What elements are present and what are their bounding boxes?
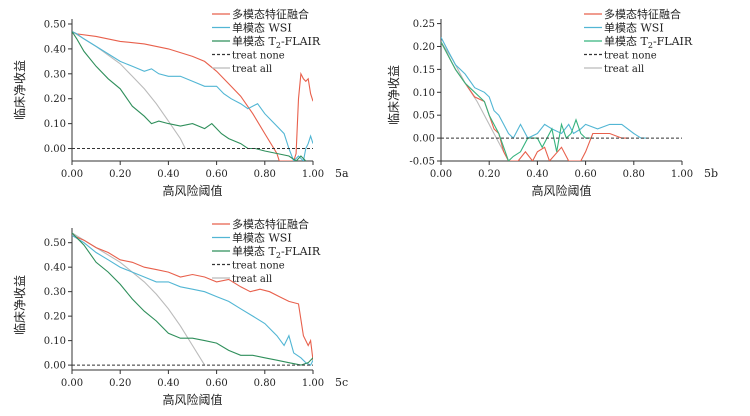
legend-label: treat all bbox=[232, 274, 272, 285]
x-tick-label: 0.60 bbox=[205, 169, 227, 180]
y-tick-label: 0.00 bbox=[44, 361, 66, 372]
y-tick-label: 0.30 bbox=[44, 69, 66, 80]
legend-label: treat none bbox=[232, 51, 285, 62]
series-line-0 bbox=[72, 234, 313, 361]
legend-label: treat none bbox=[604, 51, 657, 62]
x-axis-title: 高风险阈值 bbox=[162, 183, 222, 198]
x-tick-label: 0.20 bbox=[478, 169, 500, 180]
legend-label: 单模态 WSI bbox=[604, 22, 664, 35]
chart-panel-5a: 0.00 0.20 0.40 0.60 0.80 1.00 0.00 0.10 0.20 0.30… bbox=[13, 7, 349, 198]
legend-label: 单模态 T2-FLAIR bbox=[232, 35, 321, 50]
x-tick-label: 0.40 bbox=[157, 378, 179, 389]
x-tick-label: 0.40 bbox=[157, 169, 179, 180]
legend-label: treat none bbox=[232, 261, 285, 272]
legend-label: 多模态特征融合 bbox=[232, 7, 309, 21]
y-tick-label: 0.20 bbox=[44, 94, 66, 105]
x-tick-label: 0.00 bbox=[61, 378, 83, 389]
series-line-2 bbox=[72, 31, 307, 161]
x-tick-label: 0.40 bbox=[526, 169, 548, 180]
legend-label: 多模态特征融合 bbox=[232, 217, 309, 231]
series-line-0 bbox=[441, 41, 629, 161]
x-tick-label: 1.00 bbox=[302, 169, 324, 180]
y-tick-label: 0.50 bbox=[44, 238, 66, 249]
y-tick-label: 0.20 bbox=[413, 42, 435, 53]
y-tick-label: 0.10 bbox=[44, 336, 66, 347]
legend-label: treat all bbox=[604, 64, 644, 75]
panel-label: 5a bbox=[335, 167, 349, 180]
series-line-2 bbox=[441, 41, 591, 161]
y-tick-label: -0.05 bbox=[409, 157, 435, 168]
y-tick-label: 0.05 bbox=[413, 111, 435, 122]
y-axis-title: 临床净收益 bbox=[387, 65, 401, 125]
y-axis-title: 临床净收益 bbox=[13, 60, 27, 120]
series-line-4 bbox=[72, 232, 206, 366]
legend-label: 单模态 WSI bbox=[232, 232, 292, 245]
panel-label: 5c bbox=[335, 376, 348, 389]
x-tick-label: 0.00 bbox=[61, 169, 83, 180]
x-tick-label: 0.60 bbox=[205, 378, 227, 389]
series-line-4 bbox=[72, 31, 186, 149]
legend-label: 单模态 T2-FLAIR bbox=[604, 35, 693, 50]
chart-panel-5c: 0.00 0.20 0.40 0.60 0.80 1.00 0.00 0.10 0.20 0.30… bbox=[13, 217, 348, 407]
legend-label: treat all bbox=[232, 64, 272, 75]
y-axis-title: 临床净收益 bbox=[13, 275, 27, 335]
panel-label: 5b bbox=[704, 167, 718, 180]
x-tick-label: 0.00 bbox=[430, 169, 452, 180]
y-tick-label: 0.00 bbox=[44, 144, 66, 155]
series-line-1 bbox=[72, 31, 313, 161]
y-tick-label: 0.20 bbox=[44, 312, 66, 323]
y-tick-label: 0.25 bbox=[413, 19, 435, 30]
x-tick-label: 1.00 bbox=[302, 378, 324, 389]
chart-panel-5b: 0.00 0.20 0.40 0.60 0.80 1.00-0.050.000.050.1… bbox=[387, 7, 718, 198]
x-tick-label: 0.80 bbox=[623, 169, 645, 180]
y-tick-label: 0.00 bbox=[413, 134, 435, 145]
y-tick-label: 0.30 bbox=[44, 287, 66, 298]
y-tick-label: 0.40 bbox=[44, 44, 66, 55]
series-line-0 bbox=[72, 31, 313, 161]
x-tick-label: 1.00 bbox=[671, 169, 693, 180]
y-tick-label: 0.10 bbox=[413, 88, 435, 99]
legend-label: 单模态 WSI bbox=[232, 22, 292, 35]
x-axis-title: 高风险阈值 bbox=[162, 392, 222, 407]
legend-label: 单模态 T2-FLAIR bbox=[232, 245, 321, 260]
legend-label: 多模态特征融合 bbox=[604, 7, 681, 21]
x-tick-label: 0.80 bbox=[254, 169, 276, 180]
x-axis-title: 高风险阈值 bbox=[531, 183, 591, 198]
series-line-2 bbox=[72, 232, 313, 366]
x-tick-label: 0.20 bbox=[109, 378, 131, 389]
y-tick-label: 0.10 bbox=[44, 119, 66, 130]
series-line-4 bbox=[441, 41, 505, 153]
x-tick-label: 0.60 bbox=[574, 169, 596, 180]
x-tick-label: 0.80 bbox=[254, 378, 276, 389]
series-line-1 bbox=[72, 234, 313, 366]
x-tick-label: 0.20 bbox=[109, 169, 131, 180]
series-line-1 bbox=[441, 37, 646, 140]
y-tick-label: 0.40 bbox=[44, 263, 66, 274]
y-tick-label: 0.50 bbox=[44, 19, 66, 30]
y-tick-label: 0.15 bbox=[413, 65, 435, 76]
